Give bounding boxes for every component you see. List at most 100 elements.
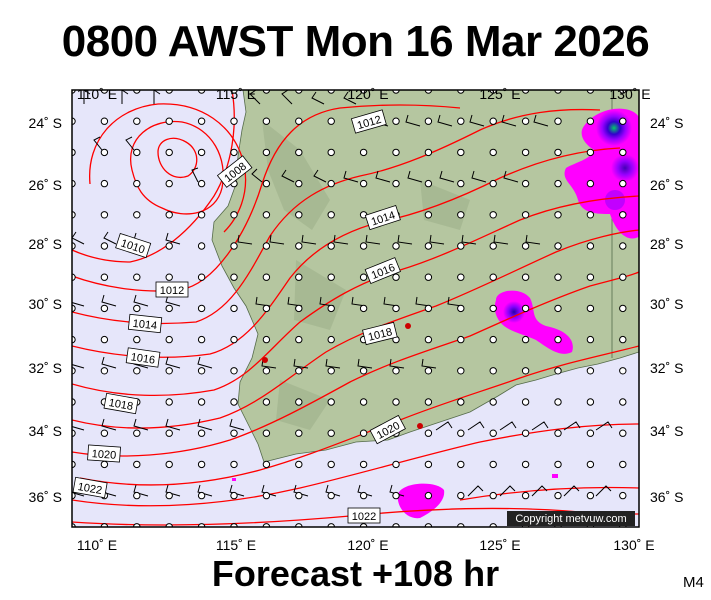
station-circle xyxy=(327,460,335,469)
station-circle xyxy=(457,367,465,375)
lat-label-left: 34˚ S xyxy=(29,423,62,439)
station-grid xyxy=(72,90,627,527)
station-circle xyxy=(521,304,530,313)
station-circle xyxy=(197,398,206,406)
station-circle xyxy=(133,460,141,469)
station-circle xyxy=(619,398,627,406)
station-circle xyxy=(619,211,627,219)
station-circle xyxy=(100,304,109,313)
station-circle xyxy=(133,491,141,500)
station-circle xyxy=(197,211,206,219)
city-marker xyxy=(262,357,268,363)
station-circle xyxy=(230,367,238,375)
forecast-hour-label: Forecast +108 hr xyxy=(211,553,500,594)
station-circle xyxy=(327,242,335,250)
station-circle xyxy=(165,460,173,469)
station-circle xyxy=(586,211,595,219)
station-circle xyxy=(327,429,335,437)
station-circle xyxy=(359,429,368,437)
station-circle xyxy=(424,335,433,344)
station-circle xyxy=(619,117,627,125)
lat-label-right: 26˚ S xyxy=(650,177,683,193)
station-circle xyxy=(230,335,238,344)
station-circle xyxy=(489,398,497,406)
lat-label-left: 32˚ S xyxy=(29,360,62,376)
station-circle xyxy=(327,367,335,375)
station-circle xyxy=(619,273,627,281)
station-circle xyxy=(165,491,173,500)
model-label: M4 xyxy=(683,574,704,591)
station-circle xyxy=(230,242,238,250)
isobar-label: 1022 xyxy=(72,476,108,499)
station-circle xyxy=(619,429,627,437)
station-circle xyxy=(100,179,109,188)
station-circle xyxy=(586,398,595,406)
station-circle xyxy=(295,179,303,188)
station-circle xyxy=(489,367,497,375)
station-circle xyxy=(197,335,206,344)
lat-label-left: 36˚ S xyxy=(29,489,62,505)
station-circle xyxy=(359,491,368,500)
lon-label-bottom: 110˚ E xyxy=(77,537,117,553)
map-frame xyxy=(71,89,640,528)
station-circle xyxy=(100,367,109,375)
station-circle xyxy=(489,117,497,125)
station-circle xyxy=(197,242,206,250)
station-circle xyxy=(165,304,173,313)
lat-label-right: 32˚ S xyxy=(650,360,683,376)
station-circle xyxy=(295,460,303,469)
isobar-label: 1016 xyxy=(125,347,161,368)
station-circle xyxy=(133,211,141,219)
station-circle xyxy=(489,211,497,219)
station-circle xyxy=(521,429,530,437)
station-circle xyxy=(262,304,271,313)
station-circle xyxy=(424,117,433,125)
station-circle xyxy=(295,398,303,406)
station-circle xyxy=(133,429,141,437)
station-circle xyxy=(359,460,368,469)
station-circle xyxy=(619,491,627,500)
station-circle xyxy=(295,242,303,250)
station-circle xyxy=(554,179,562,188)
station-circle xyxy=(230,273,238,281)
station-circle xyxy=(262,335,271,344)
station-circle xyxy=(359,179,368,188)
station-circle xyxy=(521,148,530,157)
station-circle xyxy=(262,398,271,406)
station-circle xyxy=(100,273,109,281)
station-circle xyxy=(327,398,335,406)
station-circle xyxy=(165,335,173,344)
station-circle xyxy=(230,117,238,125)
svg-text:1022: 1022 xyxy=(77,481,103,497)
station-circle xyxy=(424,273,433,281)
station-circle xyxy=(262,148,271,157)
svg-text:1022: 1022 xyxy=(352,511,376,523)
station-circle xyxy=(133,367,141,375)
lon-label-bottom: 130˚ E xyxy=(613,537,654,553)
station-circle xyxy=(165,398,173,406)
station-circle xyxy=(554,460,562,469)
station-circle xyxy=(521,211,530,219)
station-circle xyxy=(262,491,271,500)
station-circle xyxy=(489,242,497,250)
station-circle xyxy=(197,367,206,375)
station-circle xyxy=(521,460,530,469)
station-circle xyxy=(424,242,433,250)
lon-label-top: 110˚ E xyxy=(77,86,117,102)
station-circle xyxy=(554,491,562,500)
station-circle xyxy=(327,304,335,313)
station-circle xyxy=(457,491,465,500)
station-circle xyxy=(359,304,368,313)
station-circle xyxy=(295,335,303,344)
station-circle xyxy=(262,179,271,188)
station-circle xyxy=(457,398,465,406)
lat-label-right: 28˚ S xyxy=(650,236,683,252)
station-circle xyxy=(554,367,562,375)
station-circle xyxy=(586,148,595,157)
copyright-label: Copyright metvuw.com xyxy=(507,511,635,526)
station-circle xyxy=(295,491,303,500)
lon-label-top: 120˚ E xyxy=(347,86,388,102)
lon-label-top: 130˚ E xyxy=(609,86,650,102)
svg-text:1016: 1016 xyxy=(130,351,156,366)
station-circle xyxy=(100,117,109,125)
